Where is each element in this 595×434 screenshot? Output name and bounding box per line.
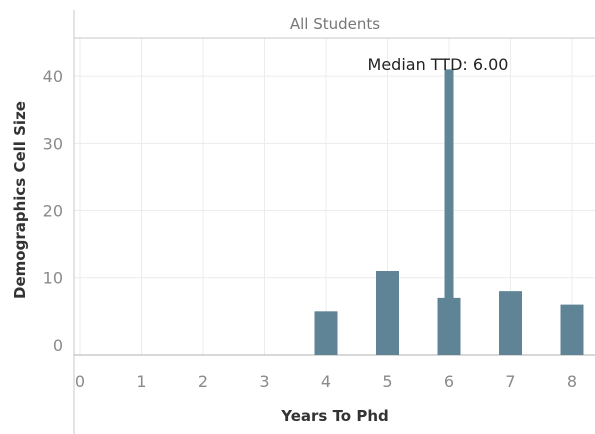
chart-frame (73, 10, 595, 434)
x-tick-label: 7 (505, 372, 515, 391)
bar (314, 311, 338, 355)
panel-title: All Students (290, 15, 380, 33)
x-tick-label: 6 (444, 372, 454, 391)
bar (499, 291, 522, 355)
y-tick-labels: 0 10 20 30 40 (43, 67, 63, 355)
y-axis-title: Demographics Cell Size (11, 101, 29, 299)
y-tick-label: 0 (53, 336, 63, 355)
x-tick-label: 0 (75, 372, 85, 391)
x-tick-label: 1 (136, 372, 146, 391)
x-tick-label: 5 (382, 372, 392, 391)
x-tick-label: 8 (567, 372, 577, 391)
x-tick-labels: 0 1 2 3 4 5 6 7 8 (75, 372, 577, 391)
annotation-median: Median TTD: 6.00 (368, 55, 509, 74)
x-tick-label: 2 (198, 372, 208, 391)
bar (376, 271, 399, 355)
y-tick-label: 20 (43, 202, 63, 221)
median-line (444, 69, 454, 356)
bar (560, 304, 584, 355)
x-tick-label: 4 (321, 372, 331, 391)
y-tick-label: 10 (43, 269, 63, 288)
x-tick-label: 3 (259, 372, 269, 391)
x-axis-title: Years To Phd (280, 407, 389, 425)
y-tick-label: 40 (43, 67, 63, 86)
y-tick-label: 30 (43, 134, 63, 153)
bars (314, 69, 584, 356)
